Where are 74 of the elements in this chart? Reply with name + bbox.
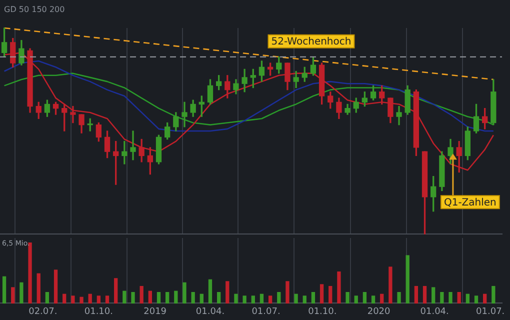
bar xyxy=(302,296,306,304)
bar xyxy=(388,266,392,304)
bar xyxy=(45,292,50,304)
bar xyxy=(397,292,401,304)
bar xyxy=(320,284,324,304)
bar xyxy=(242,296,246,304)
bar xyxy=(36,273,40,304)
bar xyxy=(174,290,178,304)
bar xyxy=(216,292,221,304)
x-tick-label: 01.07. xyxy=(476,306,505,317)
bar xyxy=(474,296,478,304)
x-tick-label: 02.07. xyxy=(28,306,58,317)
bar xyxy=(414,286,418,304)
x-tick-label: 01.04. xyxy=(196,306,225,317)
annotation: Q1-Zahlen xyxy=(444,197,496,208)
bar xyxy=(448,292,452,304)
bar xyxy=(260,294,264,304)
bar xyxy=(268,296,272,304)
chart-subtitle: GD 50 150 200 xyxy=(4,5,65,14)
bar xyxy=(422,286,427,304)
bar xyxy=(105,296,110,304)
bar xyxy=(251,296,255,304)
bar xyxy=(62,294,66,304)
bar xyxy=(191,292,195,304)
x-tick-label: 01.07. xyxy=(252,306,280,317)
ref-line-label: 52-Wochenhoch xyxy=(271,36,352,48)
bar xyxy=(156,292,161,304)
bar xyxy=(114,278,118,304)
bar xyxy=(208,279,212,304)
x-tick-label: 2020 xyxy=(367,306,391,317)
bar xyxy=(328,286,332,304)
bar xyxy=(346,292,350,304)
bar xyxy=(311,292,316,304)
bar xyxy=(277,292,281,304)
bar xyxy=(131,292,135,304)
bar xyxy=(371,296,376,304)
bar xyxy=(140,286,144,304)
bar xyxy=(466,294,470,304)
bar xyxy=(96,296,101,304)
x-tick-label: 01.10. xyxy=(84,306,114,317)
bar xyxy=(166,292,170,304)
bar xyxy=(182,282,186,304)
bar xyxy=(354,296,358,304)
bar xyxy=(294,294,298,304)
bar xyxy=(337,271,341,304)
bar xyxy=(200,294,204,304)
bar xyxy=(20,282,24,304)
bar xyxy=(28,242,32,304)
candlestick xyxy=(122,140,128,164)
bar xyxy=(71,296,75,304)
candlestick xyxy=(130,130,136,160)
bar xyxy=(362,292,367,304)
bar xyxy=(483,294,487,304)
bar xyxy=(88,294,92,304)
bar xyxy=(11,287,15,304)
bar xyxy=(440,292,444,304)
bar xyxy=(54,270,58,304)
bar xyxy=(286,281,290,304)
bar xyxy=(226,281,230,304)
x-tick-label: 2019 xyxy=(144,306,167,317)
x-tick-label: 01.04. xyxy=(420,306,449,317)
bar xyxy=(234,294,238,304)
bar xyxy=(380,294,384,304)
bar xyxy=(2,276,6,304)
bar xyxy=(122,290,126,304)
bar xyxy=(492,286,496,304)
bar xyxy=(432,287,436,304)
bar xyxy=(148,290,152,304)
bar xyxy=(457,292,461,304)
bar xyxy=(80,296,84,304)
candlestick xyxy=(182,102,188,128)
x-tick-label: 01.10. xyxy=(308,306,337,317)
candlestick xyxy=(70,106,76,124)
bar xyxy=(406,255,410,304)
